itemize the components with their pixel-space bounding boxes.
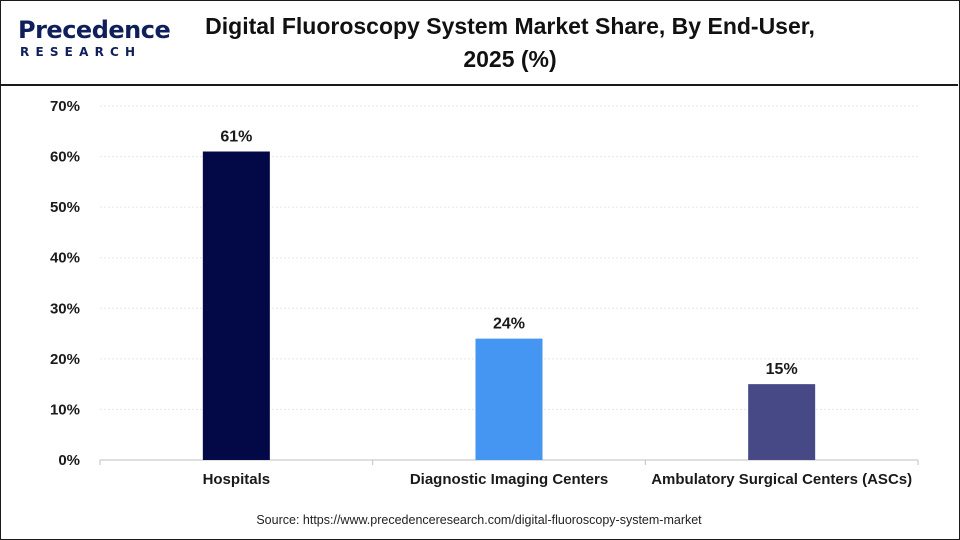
precedence-research-logo: Precedence RESEARCH: [18, 16, 171, 64]
bar-diagnostic-imaging-centers: [475, 338, 543, 460]
bar-ambulatory-surgical-centers-ascs: [748, 384, 816, 460]
x-axis-tick-marks: [99, 460, 919, 465]
y-axis-ticks: 0% 10% 20% 30% 40% 50% 60% 70%: [50, 98, 80, 469]
category-label: Ambulatory Surgical Centers (ASCs): [651, 471, 912, 488]
source-note: Source: https://www.precedenceresearch.c…: [256, 513, 702, 527]
y-tick-label: 70%: [50, 98, 80, 115]
y-tick-label: 0%: [58, 452, 80, 469]
data-label: 24%: [493, 316, 525, 333]
data-labels: 61% 24% 15%: [220, 129, 797, 379]
category-labels: Hospitals Diagnostic Imaging Centers Ambul…: [203, 471, 913, 488]
y-tick-label: 60%: [50, 149, 80, 166]
category-label: Hospitals: [203, 471, 271, 488]
y-tick-label: 10%: [50, 401, 80, 418]
y-tick-label: 40%: [50, 250, 80, 267]
logo-wordmark: Precedence: [18, 16, 171, 44]
category-label: Diagnostic Imaging Centers: [410, 471, 608, 488]
data-label: 15%: [766, 361, 798, 378]
data-label: 61%: [220, 129, 252, 146]
bar-hospitals: [202, 151, 270, 460]
y-tick-label: 30%: [50, 300, 80, 317]
chart-title: Digital Fluoroscopy System Market Share,…: [205, 13, 815, 72]
bars: [202, 151, 816, 460]
y-tick-label: 50%: [50, 199, 80, 216]
y-tick-label: 20%: [50, 351, 80, 368]
header: Precedence RESEARCH Digital Fluoroscopy …: [0, 0, 958, 86]
logo-subtitle: RESEARCH: [20, 45, 142, 59]
